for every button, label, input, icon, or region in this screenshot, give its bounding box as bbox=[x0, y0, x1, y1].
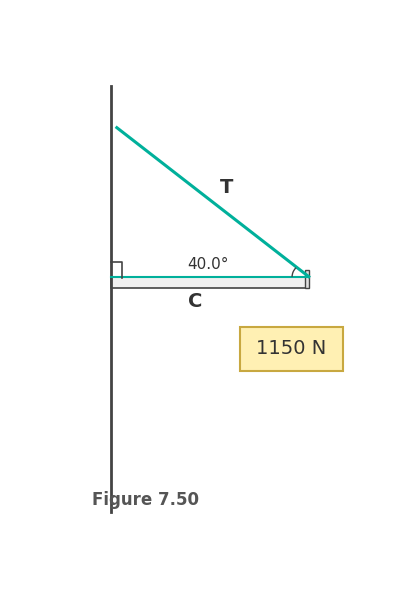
Text: C: C bbox=[188, 291, 202, 311]
Text: 40.0°: 40.0° bbox=[187, 257, 228, 272]
Text: 1150 N: 1150 N bbox=[256, 339, 326, 358]
Text: T: T bbox=[220, 178, 233, 197]
Bar bbox=[239, 327, 343, 371]
Text: Figure 7.50: Figure 7.50 bbox=[92, 491, 198, 509]
Bar bbox=[110, 277, 308, 288]
Bar bbox=[304, 270, 308, 288]
